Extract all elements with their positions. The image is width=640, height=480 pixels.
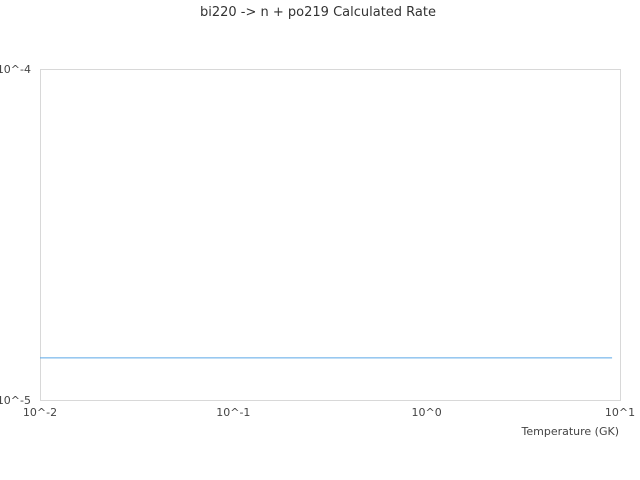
y-tick-label: 10^-4: [0, 63, 31, 76]
y-tick-label: 10^-5: [0, 394, 31, 407]
x-tick-label: 10^0: [412, 406, 442, 419]
chart-title: bi220 -> n + po219 Calculated Rate: [200, 5, 436, 20]
x-tick-label: 10^-1: [216, 406, 250, 419]
x-axis-label: Temperature (GK): [521, 425, 620, 438]
plot-frame: [40, 69, 621, 401]
x-tick-label: 10^1: [605, 406, 635, 419]
x-tick-label: 10^-2: [23, 406, 57, 419]
